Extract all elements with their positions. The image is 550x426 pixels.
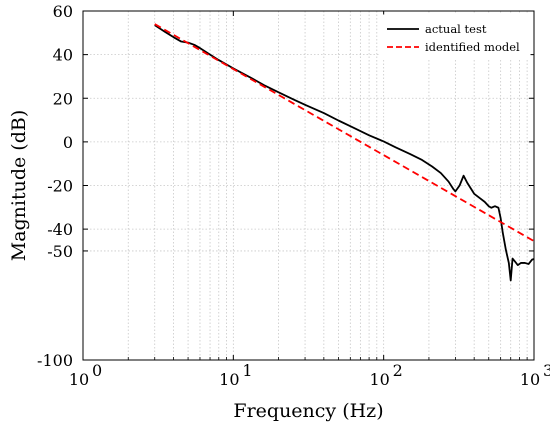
y-tick-label: 20	[53, 89, 73, 108]
x-tick-label: 10	[219, 370, 239, 389]
grid	[83, 11, 534, 360]
series-line-identified-model	[154, 23, 535, 242]
x-tick-label-exponent: 0	[92, 361, 102, 380]
y-tick-label: 60	[53, 2, 73, 21]
x-tick-label-exponent: 3	[543, 361, 550, 380]
legend-label-identified-model: identified model	[425, 40, 520, 54]
x-tick-label: 10	[69, 370, 89, 389]
x-axis-ticks: 10 0 10 1 10 2 10 3	[69, 11, 550, 389]
x-tick-label: 10	[369, 370, 389, 389]
x-axis-label: Frequency (Hz)	[233, 400, 383, 422]
x-tick-label-exponent: 1	[242, 361, 252, 380]
y-axis-ticks: 60 40 20 0 -20 -40 -50 -100	[37, 2, 534, 370]
y-tick-label: 0	[63, 133, 73, 152]
y-tick-label: -50	[47, 242, 73, 261]
y-tick-label: -100	[37, 351, 73, 370]
legend: actual test identified model	[379, 14, 531, 60]
y-tick-label: -20	[47, 177, 73, 196]
y-tick-label: 40	[53, 46, 73, 65]
x-tick-label: 10	[520, 370, 540, 389]
legend-box	[379, 14, 531, 60]
legend-label-actual-test: actual test	[425, 22, 487, 36]
y-axis-label: Magnitude (dB)	[8, 110, 30, 262]
series-line-actual-test	[154, 24, 535, 282]
y-tick-label: -40	[47, 220, 73, 239]
x-tick-label-exponent: 2	[393, 361, 403, 380]
series-lines	[154, 23, 535, 282]
